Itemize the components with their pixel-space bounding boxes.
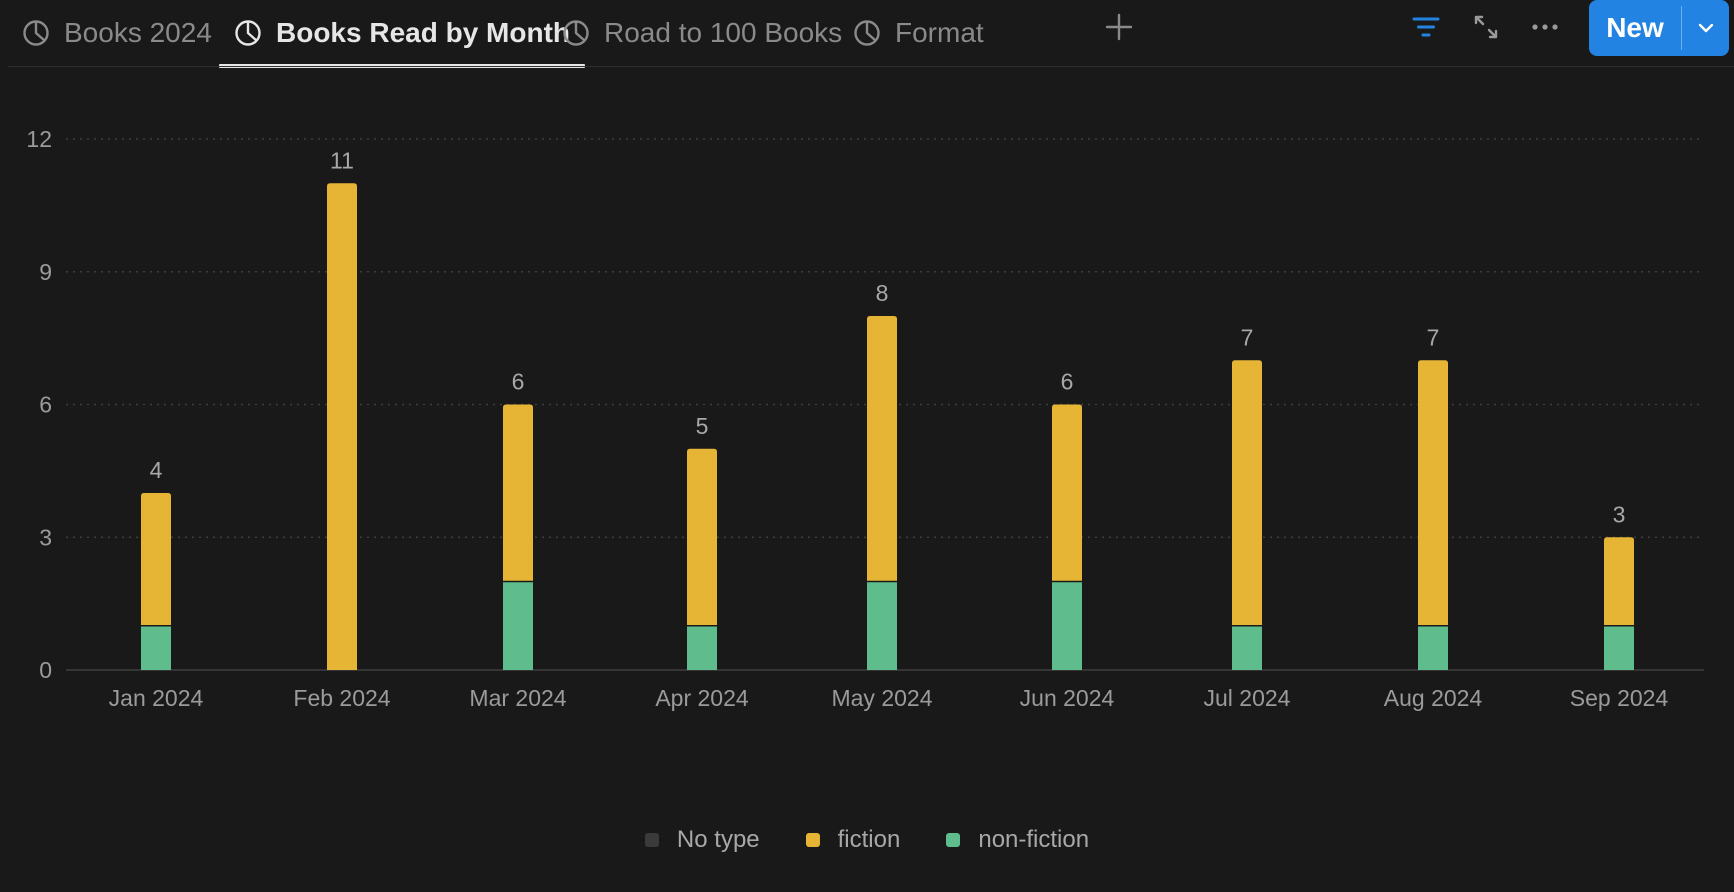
bar-total-label: 5 [696, 413, 709, 439]
y-tick-label: 0 [39, 657, 52, 683]
expand-icon[interactable] [1471, 12, 1501, 42]
x-tick-label: Apr 2024 [655, 685, 749, 711]
bar-segment-non-fiction[interactable] [867, 581, 897, 671]
pie-chart-icon [23, 20, 49, 46]
y-tick-label: 6 [39, 392, 52, 418]
bar-segment-fiction[interactable] [1604, 537, 1634, 626]
filter-icon[interactable] [1411, 12, 1441, 42]
bar-segment-fiction[interactable] [141, 493, 171, 626]
bar-total-label: 7 [1241, 324, 1254, 350]
bar-segment-fiction[interactable] [1418, 360, 1448, 626]
tab-books-read-by-month[interactable]: Books Read by Month [219, 0, 586, 68]
x-tick-label: Feb 2024 [293, 685, 390, 711]
bar-segment-fiction[interactable] [1052, 404, 1082, 582]
new-options-button[interactable] [1682, 0, 1729, 56]
x-tick-label: Jun 2024 [1020, 685, 1115, 711]
tab-format[interactable]: Format [853, 0, 984, 66]
y-tick-label: 3 [39, 524, 52, 550]
bar-segment-non-fiction[interactable] [1052, 581, 1082, 671]
tabbar-divider [8, 66, 1734, 67]
bar-segment-non-fiction[interactable] [1604, 625, 1634, 670]
x-tick-label: Jul 2024 [1204, 685, 1291, 711]
legend-item-fiction[interactable]: fiction [805, 826, 901, 854]
bar-segment-non-fiction[interactable] [1418, 625, 1448, 670]
pie-chart-icon [854, 20, 880, 46]
legend-label: No type [676, 826, 760, 853]
tab-label: Books Read by Month [276, 17, 571, 48]
new-button-divider [1681, 6, 1682, 50]
x-tick-label: Sep 2024 [1570, 685, 1669, 711]
legend-item-no-type[interactable]: No type [644, 826, 760, 854]
bar-segment-fiction[interactable] [687, 448, 717, 626]
bar-segment-fiction[interactable] [327, 183, 357, 670]
tab-label: Format [895, 17, 984, 48]
bar-segment-fiction[interactable] [867, 316, 897, 582]
bar-total-label: 4 [150, 457, 163, 483]
x-tick-label: Aug 2024 [1384, 685, 1483, 711]
bar-total-label: 11 [330, 147, 354, 173]
bar-total-label: 7 [1427, 324, 1440, 350]
tab-label: Books 2024 [64, 17, 212, 48]
tab-books-2024[interactable]: Books 2024 [22, 0, 212, 66]
bar-segment-non-fiction[interactable] [503, 581, 533, 671]
tab-label: Road to 100 Books [604, 17, 843, 48]
books-read-by-month-chart: 0 3 6 9 12 4 Jan 2024 11 Feb 2024 6 Mar 2024 5 Apr 2… [26, 126, 1704, 711]
x-tick-label: Mar 2024 [469, 685, 566, 711]
bar-total-label: 6 [1061, 369, 1074, 395]
view-tabs-bar: Books 2024 Books Read by Month Road to 1… [0, 0, 1734, 68]
bar-segment-fiction[interactable] [1232, 360, 1262, 626]
plus-icon[interactable] [1102, 10, 1136, 44]
more-icon[interactable] [1530, 12, 1560, 42]
legend-item-non-fiction[interactable]: non-fiction [946, 826, 1089, 854]
x-tick-label: May 2024 [831, 685, 932, 711]
chart-legend: No type fiction non-fiction [0, 826, 1734, 854]
bar-segment-non-fiction[interactable] [141, 625, 171, 670]
y-tick-label: 12 [26, 126, 52, 152]
legend-swatch [805, 833, 820, 847]
pie-chart-icon [563, 20, 589, 46]
bar-segment-fiction[interactable] [503, 404, 533, 582]
new-button[interactable]: New [1606, 12, 1664, 43]
legend-swatch [644, 833, 659, 847]
bar-segment-non-fiction[interactable] [1232, 625, 1262, 670]
legend-label: fiction [837, 826, 901, 853]
new-button-group: New [1589, 0, 1729, 56]
chevron-down-icon [1698, 23, 1713, 33]
tab-road-to-100-books[interactable]: Road to 100 Books [562, 0, 842, 66]
bar-total-label: 8 [876, 280, 889, 306]
y-tick-label: 9 [39, 259, 52, 285]
bar-segment-non-fiction[interactable] [687, 625, 717, 670]
bar-total-label: 6 [512, 369, 525, 395]
bar-total-label: 3 [1613, 501, 1626, 527]
pie-chart-icon [235, 20, 261, 46]
x-tick-label: Jan 2024 [109, 685, 204, 711]
legend-swatch [946, 833, 961, 847]
legend-label: non-fiction [978, 826, 1090, 853]
